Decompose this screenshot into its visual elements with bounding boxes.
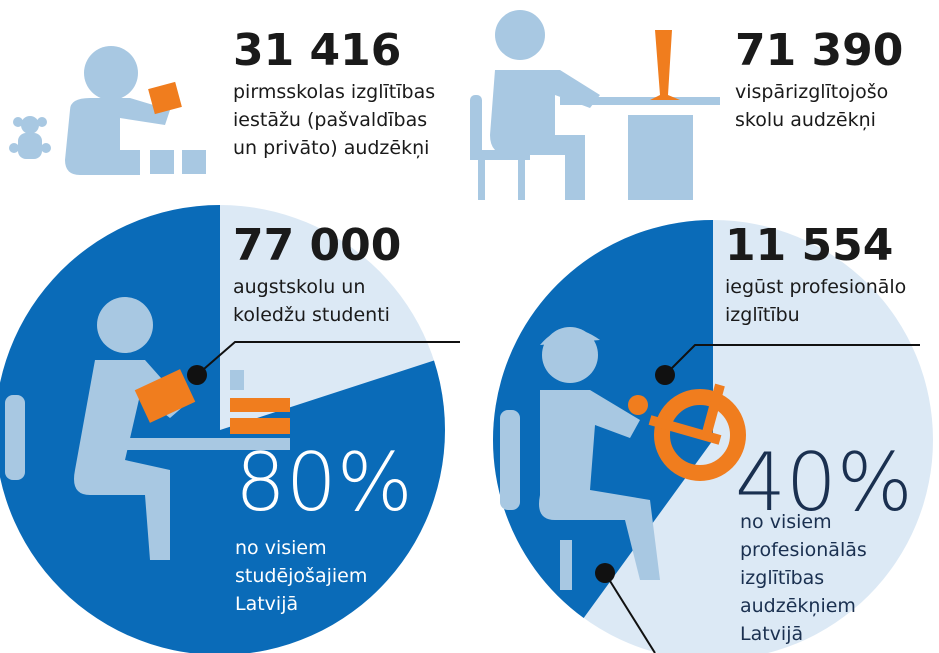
worker-icon — [500, 327, 660, 590]
percent-caption: audzēkņiem — [740, 595, 856, 617]
stat-number: 11 554 — [725, 220, 893, 271]
book — [230, 418, 290, 434]
percent-caption: no visiem — [740, 511, 832, 533]
child-icon — [9, 46, 206, 175]
stat-description: vispārizglītojošo — [735, 81, 888, 103]
dot — [187, 365, 207, 385]
monitor — [650, 30, 680, 100]
desk-icon — [470, 10, 720, 200]
stat-description: koledžu studenti — [233, 304, 390, 326]
percent-caption: no visiem — [235, 537, 327, 559]
stat-number: 77 000 — [233, 220, 401, 271]
stat-description: izglītību — [725, 304, 800, 326]
pointer — [196, 341, 460, 376]
stat-description: augstskolu un — [233, 276, 365, 298]
dot — [595, 563, 615, 583]
percent-caption: studējošajiem — [235, 565, 367, 587]
book — [134, 369, 196, 423]
book — [230, 398, 290, 412]
student-icon — [5, 297, 290, 560]
stat-description: iegūst profesionālo — [725, 276, 906, 298]
percent-label: 40% — [735, 436, 913, 529]
stat-number: 71 390 — [735, 25, 903, 76]
gear — [628, 383, 746, 481]
stat-description: un privāto) audzēkņi — [233, 137, 429, 159]
percent-label: 80% — [235, 436, 413, 529]
percent-caption: izglītības — [740, 567, 824, 589]
percent-caption: profesionālās — [740, 539, 867, 561]
percent-caption: Latvijā — [740, 623, 803, 645]
stat-description: pirmsskolas izglītības — [233, 81, 435, 103]
percent-caption: Latvijā — [235, 593, 298, 615]
block — [148, 81, 182, 115]
stat-description: iestāžu (pašvaldības — [233, 109, 427, 131]
pointer — [664, 344, 920, 376]
stat-number: 31 416 — [233, 25, 401, 76]
stat-description: skolu audzēkņi — [735, 109, 876, 131]
dot — [655, 365, 675, 385]
pointer — [604, 572, 656, 653]
